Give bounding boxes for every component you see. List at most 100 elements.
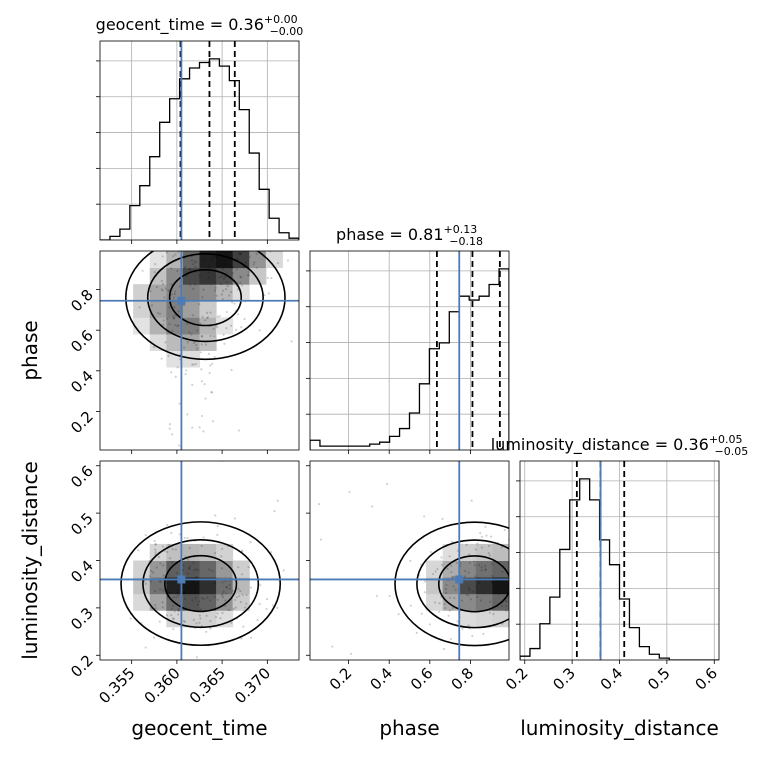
density-cell xyxy=(492,610,509,628)
scatter-point xyxy=(198,274,201,277)
scatter-point xyxy=(225,310,228,314)
scatter-point xyxy=(177,324,180,327)
scatter-point xyxy=(209,334,212,337)
density-cell xyxy=(149,267,167,285)
scatter-point xyxy=(200,414,204,418)
density-cell xyxy=(182,317,200,335)
scatter-point xyxy=(205,614,208,617)
scatter-point xyxy=(240,637,243,640)
scatter-point xyxy=(189,268,192,271)
scatter-point xyxy=(484,525,487,528)
scatter-point xyxy=(213,255,216,258)
scatter-point xyxy=(485,534,488,537)
density-cell xyxy=(166,560,184,578)
scatter-point xyxy=(160,357,163,360)
scatter-point xyxy=(511,587,513,589)
density-cell xyxy=(199,560,217,578)
y-tick-label: 0.6 xyxy=(67,326,97,356)
density-cell xyxy=(182,333,200,351)
scatter-point xyxy=(198,621,201,624)
scatter-point xyxy=(209,311,212,314)
scatter-point xyxy=(409,604,412,607)
scatter-point xyxy=(188,565,192,568)
density-cell xyxy=(166,543,184,561)
scatter-point xyxy=(454,588,457,591)
density-cell xyxy=(149,317,167,335)
scatter-point xyxy=(480,569,483,572)
scatter-point xyxy=(453,596,456,600)
contour-line xyxy=(125,251,286,361)
scatter-point xyxy=(432,572,435,576)
scatter-point xyxy=(171,604,174,607)
density-cell xyxy=(199,593,217,611)
scatter-point xyxy=(178,444,181,447)
scatter-point xyxy=(232,248,234,250)
scatter-point xyxy=(467,587,470,590)
scatter-point xyxy=(161,601,164,604)
scatter-point xyxy=(178,402,181,405)
scatter-point xyxy=(189,590,192,593)
x-axis-label-luminosity_distance: luminosity_distance xyxy=(520,716,719,740)
scatter-point xyxy=(193,591,196,594)
scatter-point xyxy=(213,595,216,599)
scatter-point xyxy=(444,606,447,610)
scatter-point xyxy=(215,244,217,246)
truth-marker xyxy=(177,296,186,305)
histogram-luminosity_distance xyxy=(520,478,719,660)
scatter-point xyxy=(221,289,225,292)
scatter-point xyxy=(221,547,224,551)
scatter-point xyxy=(159,562,162,565)
scatter-point xyxy=(444,588,447,591)
scatter-point xyxy=(192,248,194,250)
scatter-point xyxy=(375,594,378,598)
scatter-point xyxy=(449,637,452,641)
scatter-point xyxy=(237,429,240,432)
density-cell xyxy=(149,333,167,351)
scatter-point xyxy=(194,585,197,588)
scatter-point xyxy=(170,371,173,374)
scatter-point xyxy=(178,533,181,536)
scatter-point xyxy=(239,600,242,604)
scatter-point xyxy=(188,567,191,571)
scatter-point xyxy=(203,319,207,322)
scatter-point xyxy=(503,528,506,532)
scatter-point xyxy=(451,540,454,543)
scatter-point xyxy=(472,590,475,593)
scatter-point xyxy=(227,608,230,612)
x-axis-label-phase: phase xyxy=(379,716,439,740)
scatter-point xyxy=(216,524,219,528)
scatter-point xyxy=(240,573,244,576)
scatter-point xyxy=(199,608,202,611)
scatter-point xyxy=(237,587,240,590)
scatter-point xyxy=(198,614,201,617)
density-cell xyxy=(442,543,460,561)
scatter-point xyxy=(276,606,279,609)
scatter-point xyxy=(210,391,213,394)
scatter-point xyxy=(220,594,223,597)
scatter-point xyxy=(174,253,177,256)
density-cell xyxy=(249,267,267,285)
scatter-point xyxy=(154,543,157,546)
panel-frame xyxy=(309,250,510,451)
density-cell xyxy=(199,251,217,269)
scatter-point xyxy=(247,565,250,569)
scatter-point xyxy=(500,589,504,592)
scatter-point xyxy=(234,606,237,609)
y-tick-label: 0.2 xyxy=(67,651,97,681)
scatter-point xyxy=(213,552,217,555)
scatter-point xyxy=(451,576,454,579)
scatter-point xyxy=(467,571,470,574)
scatter-point xyxy=(221,298,225,301)
scatter-point xyxy=(231,589,235,592)
scatter-point xyxy=(258,329,261,332)
scatter-point xyxy=(240,549,244,552)
scatter-point xyxy=(183,536,186,540)
scatter-point xyxy=(232,607,235,610)
contour-line xyxy=(394,521,509,647)
scatter-point xyxy=(220,293,223,296)
density-cell xyxy=(216,317,234,335)
scatter-point xyxy=(211,420,215,423)
scatter-point xyxy=(192,561,195,564)
scatter-point xyxy=(195,589,199,592)
scatter-point xyxy=(190,259,193,262)
